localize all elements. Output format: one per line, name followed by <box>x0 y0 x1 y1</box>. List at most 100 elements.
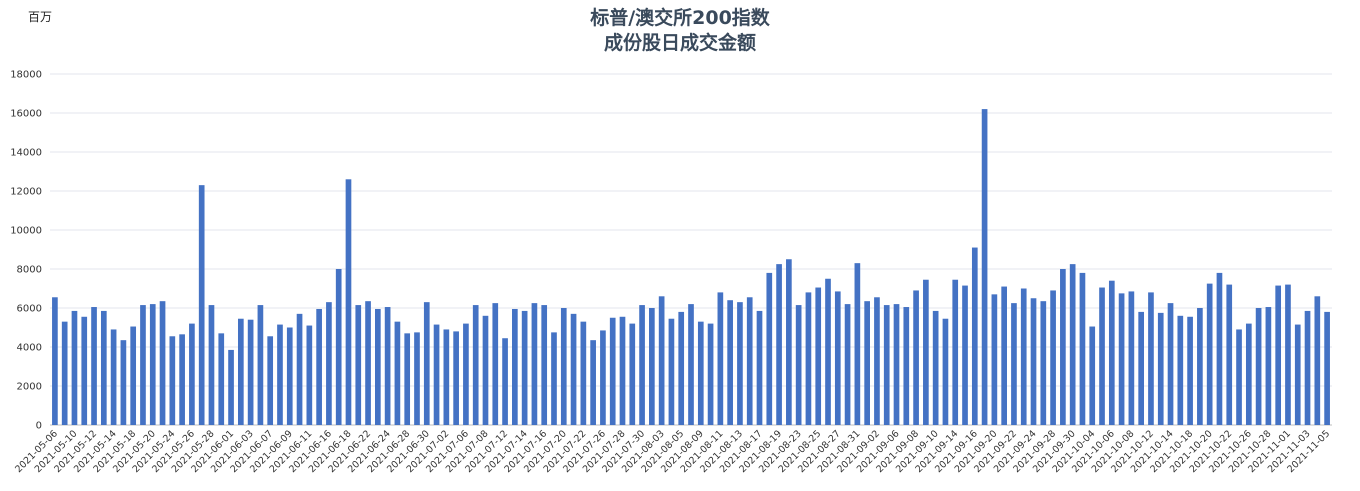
bar <box>570 313 577 425</box>
bar <box>678 311 685 425</box>
bar <box>149 304 156 425</box>
bar <box>1001 286 1007 425</box>
bar <box>795 305 802 425</box>
bar <box>1265 307 1272 425</box>
bar <box>1148 292 1154 425</box>
bar <box>991 294 998 425</box>
y-tick-label: 4000 <box>17 343 42 354</box>
bar <box>355 305 362 425</box>
bar <box>1118 293 1125 425</box>
bar <box>1011 303 1017 425</box>
bar <box>1079 272 1086 425</box>
bar <box>472 305 479 425</box>
bar <box>443 329 450 425</box>
bar <box>629 323 636 425</box>
bar <box>423 302 430 425</box>
y-tick-label: 0 <box>36 421 42 432</box>
bar <box>971 247 978 425</box>
bar <box>600 330 606 425</box>
bar <box>668 318 675 425</box>
x-axis: 2021-05-062021-05-102021-05-122021-05-14… <box>13 428 1332 475</box>
bar <box>864 301 870 425</box>
bar <box>404 333 411 425</box>
bar <box>952 279 959 425</box>
bar <box>277 324 283 425</box>
bar <box>130 326 137 425</box>
bar <box>913 290 919 425</box>
bar <box>394 321 401 425</box>
bar <box>1069 264 1076 425</box>
bar <box>756 310 763 425</box>
bar <box>384 307 391 425</box>
y-axis: 0 2000 4000 6000 8000 10000 12000 14000 16000 180… <box>10 70 42 432</box>
y-tick-label: 10000 <box>10 226 42 237</box>
bar <box>942 318 949 425</box>
bar <box>1167 303 1174 425</box>
bar <box>218 333 225 425</box>
bar <box>590 340 596 425</box>
bar <box>1324 311 1330 425</box>
bar <box>766 272 773 425</box>
bar <box>1157 312 1164 425</box>
bar <box>1245 323 1252 425</box>
bar <box>1050 290 1056 425</box>
y-tick-label: 2000 <box>17 382 42 393</box>
y-tick-label: 8000 <box>17 265 42 276</box>
chart-title: 标普/澳交所200指数 成份股日成交金额 <box>0 6 1360 56</box>
bar <box>1216 272 1223 425</box>
bar <box>1226 284 1233 425</box>
bar <box>375 308 381 425</box>
bar <box>1138 311 1145 425</box>
bar <box>1255 308 1262 425</box>
bar <box>179 334 185 425</box>
bar <box>247 319 254 425</box>
bar <box>267 336 274 425</box>
bar <box>512 308 518 425</box>
bar <box>492 303 499 425</box>
bar <box>81 316 88 425</box>
bar <box>189 323 195 425</box>
bar <box>815 287 822 425</box>
bar <box>1030 298 1037 425</box>
bar <box>1314 296 1321 425</box>
bar <box>345 179 352 425</box>
bar <box>326 302 332 425</box>
bar <box>198 185 205 425</box>
bar <box>619 316 626 425</box>
bar <box>61 321 68 425</box>
bar <box>883 305 890 425</box>
bar <box>433 324 440 425</box>
bar <box>1108 280 1115 425</box>
bar <box>746 297 753 425</box>
bar <box>120 340 127 425</box>
bar <box>893 304 900 425</box>
bar <box>531 303 538 425</box>
bar <box>609 317 616 425</box>
bar <box>727 300 733 425</box>
bar <box>296 313 303 425</box>
bar <box>1236 329 1242 425</box>
bar <box>100 310 107 425</box>
y-tick-label: 12000 <box>10 187 42 198</box>
bar <box>776 264 782 425</box>
bar <box>834 291 841 425</box>
bars <box>52 109 1330 425</box>
bar <box>1294 324 1301 425</box>
bar <box>463 323 469 425</box>
bar <box>639 305 645 425</box>
bar <box>1206 283 1213 425</box>
bar <box>110 329 117 425</box>
bar <box>1177 315 1184 425</box>
bar <box>932 310 939 425</box>
bar <box>159 301 166 425</box>
bar <box>1304 310 1311 425</box>
bar <box>874 297 880 425</box>
bar <box>169 336 176 425</box>
bar <box>257 305 264 425</box>
bar <box>1187 316 1193 425</box>
bar <box>1040 301 1047 425</box>
chart-title-line1: 标普/澳交所200指数 <box>590 7 770 29</box>
bar <box>854 263 861 425</box>
y-tick-label: 14000 <box>10 148 42 159</box>
